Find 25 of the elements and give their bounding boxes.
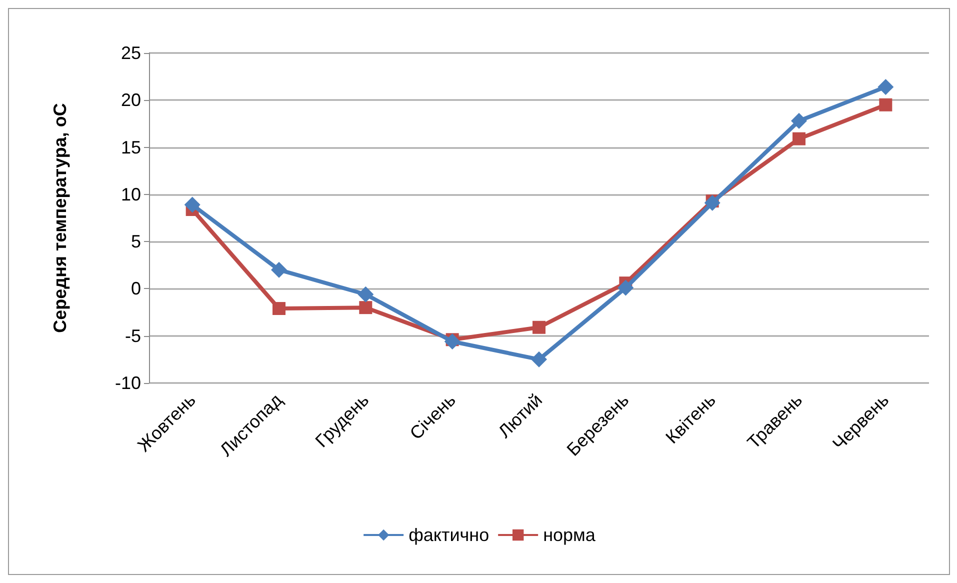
point bbox=[359, 301, 372, 314]
point bbox=[878, 78, 894, 95]
point bbox=[358, 286, 374, 302]
point bbox=[618, 280, 634, 296]
y-tick-label: 5 bbox=[130, 232, 141, 252]
y-tick-label: -10 bbox=[114, 373, 141, 393]
y-tick-label: 20 bbox=[120, 90, 141, 110]
legend-label: фактично bbox=[408, 525, 490, 545]
point bbox=[792, 132, 806, 146]
y-tick-label: 0 bbox=[130, 278, 141, 299]
y-axis-title: Середня температура, оС bbox=[50, 103, 70, 333]
point bbox=[879, 98, 892, 112]
point bbox=[791, 112, 807, 129]
y-tick-label: -5 bbox=[124, 326, 141, 346]
legend-label: норма bbox=[543, 525, 596, 545]
y-tick-label: 15 bbox=[120, 137, 141, 158]
point bbox=[184, 196, 200, 213]
point bbox=[444, 334, 460, 350]
point bbox=[532, 320, 546, 334]
point bbox=[272, 302, 286, 316]
point bbox=[704, 194, 720, 211]
point bbox=[271, 262, 287, 278]
y-tick-label: 25 bbox=[120, 43, 141, 63]
y-tick-label: 10 bbox=[120, 184, 141, 204]
point bbox=[531, 351, 547, 368]
